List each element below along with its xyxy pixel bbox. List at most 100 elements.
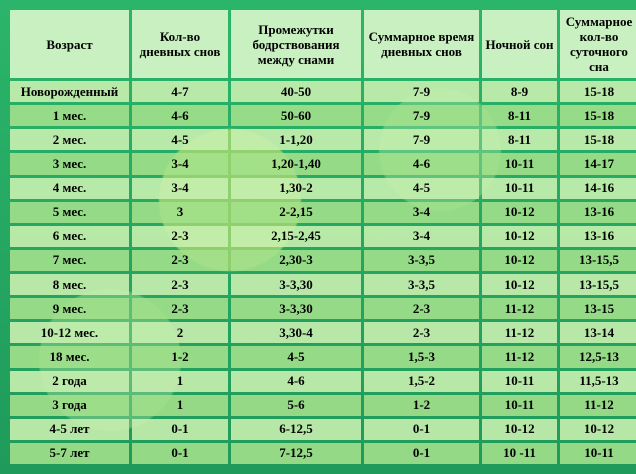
- cell-total-day-sleep: 3-3,5: [364, 249, 479, 271]
- table-row: 1 мес. 4-6 50-60 7-9 8-11 15-18: [10, 105, 636, 127]
- cell-total-daily-sleep: 13-15,5: [560, 274, 636, 296]
- cell-total-day-sleep: 7-9: [364, 105, 479, 127]
- cell-age: 5 мес.: [10, 201, 129, 223]
- cell-total-daily-sleep: 10-11: [560, 442, 636, 464]
- cell-age: 2 мес.: [10, 129, 129, 151]
- cell-wake-windows: 4-5: [231, 346, 361, 368]
- cell-day-naps-count: 0-1: [132, 418, 228, 440]
- table-row: 2 года 1 4-6 1,5-2 10-11 11,5-13: [10, 370, 636, 392]
- cell-night-sleep: 10-12: [482, 201, 557, 223]
- header-wake-windows: Промежутки бодрствования между снами: [231, 10, 361, 78]
- cell-night-sleep: 8-9: [482, 81, 557, 103]
- cell-wake-windows: 2,30-3: [231, 249, 361, 271]
- cell-total-daily-sleep: 13-14: [560, 322, 636, 344]
- cell-total-daily-sleep: 11,5-13: [560, 370, 636, 392]
- cell-day-naps-count: 1-2: [132, 346, 228, 368]
- cell-total-day-sleep: 4-6: [364, 153, 479, 175]
- cell-night-sleep: 10-12: [482, 418, 557, 440]
- cell-day-naps-count: 4-5: [132, 129, 228, 151]
- cell-total-day-sleep: 1,5-3: [364, 346, 479, 368]
- cell-night-sleep: 10 -11: [482, 442, 557, 464]
- cell-day-naps-count: 2-3: [132, 225, 228, 247]
- table-row: 4-5 лет 0-1 6-12,5 0-1 10-12 10-12: [10, 418, 636, 440]
- header-day-naps-count: Кол-во дневных снов: [132, 10, 228, 78]
- cell-wake-windows: 3,30-4: [231, 322, 361, 344]
- cell-wake-windows: 1,30-2: [231, 177, 361, 199]
- cell-age: 6 мес.: [10, 225, 129, 247]
- cell-total-daily-sleep: 13-16: [560, 201, 636, 223]
- cell-wake-windows: 6-12,5: [231, 418, 361, 440]
- cell-wake-windows: 2,15-2,45: [231, 225, 361, 247]
- cell-wake-windows: 3-3,30: [231, 274, 361, 296]
- cell-wake-windows: 3-3,30: [231, 298, 361, 320]
- cell-age: 5-7 лет: [10, 442, 129, 464]
- cell-wake-windows: 4-6: [231, 370, 361, 392]
- cell-total-daily-sleep: 14-16: [560, 177, 636, 199]
- cell-total-daily-sleep: 15-18: [560, 105, 636, 127]
- cell-night-sleep: 10-11: [482, 153, 557, 175]
- cell-age: 10-12 мес.: [10, 322, 129, 344]
- cell-age: 18 мес.: [10, 346, 129, 368]
- cell-wake-windows: 50-60: [231, 105, 361, 127]
- cell-total-day-sleep: 3-4: [364, 225, 479, 247]
- cell-day-naps-count: 4-6: [132, 105, 228, 127]
- cell-total-daily-sleep: 14-17: [560, 153, 636, 175]
- table-body: Новорожденный 4-7 40-50 7-9 8-9 15-18 1 мес. 4-…: [10, 81, 636, 464]
- cell-total-day-sleep: 1,5-2: [364, 370, 479, 392]
- cell-day-naps-count: 3: [132, 201, 228, 223]
- header-night-sleep: Ночной сон: [482, 10, 557, 78]
- cell-night-sleep: 10-12: [482, 249, 557, 271]
- cell-day-naps-count: 1: [132, 370, 228, 392]
- cell-night-sleep: 8-11: [482, 129, 557, 151]
- cell-wake-windows: 7-12,5: [231, 442, 361, 464]
- cell-day-naps-count: 3-4: [132, 153, 228, 175]
- cell-day-naps-count: 3-4: [132, 177, 228, 199]
- cell-total-daily-sleep: 11-12: [560, 394, 636, 416]
- cell-total-day-sleep: 1-2: [364, 394, 479, 416]
- cell-age: Новорожденный: [10, 81, 129, 103]
- cell-day-naps-count: 0-1: [132, 442, 228, 464]
- cell-age: 3 года: [10, 394, 129, 416]
- table-row: 3 мес. 3-4 1,20-1,40 4-6 10-11 14-17: [10, 153, 636, 175]
- header-total-daily-sleep: Суммарное кол-во суточного сна: [560, 10, 636, 78]
- cell-age: 7 мес.: [10, 249, 129, 271]
- cell-total-day-sleep: 0-1: [364, 418, 479, 440]
- table-row: 8 мес. 2-3 3-3,30 3-3,5 10-12 13-15,5: [10, 274, 636, 296]
- cell-age: 8 мес.: [10, 274, 129, 296]
- cell-night-sleep: 11-12: [482, 298, 557, 320]
- cell-day-naps-count: 4-7: [132, 81, 228, 103]
- cell-total-day-sleep: 2-3: [364, 298, 479, 320]
- cell-age: 1 мес.: [10, 105, 129, 127]
- cell-day-naps-count: 2: [132, 322, 228, 344]
- cell-total-day-sleep: 7-9: [364, 81, 479, 103]
- cell-wake-windows: 40-50: [231, 81, 361, 103]
- cell-wake-windows: 2-2,15: [231, 201, 361, 223]
- cell-total-daily-sleep: 10-12: [560, 418, 636, 440]
- table-row: 7 мес. 2-3 2,30-3 3-3,5 10-12 13-15,5: [10, 249, 636, 271]
- cell-age: 3 мес.: [10, 153, 129, 175]
- cell-wake-windows: 1,20-1,40: [231, 153, 361, 175]
- cell-total-day-sleep: 2-3: [364, 322, 479, 344]
- cell-night-sleep: 10-12: [482, 225, 557, 247]
- cell-total-daily-sleep: 13-15,5: [560, 249, 636, 271]
- table-row: 6 мес. 2-3 2,15-2,45 3-4 10-12 13-16: [10, 225, 636, 247]
- cell-total-daily-sleep: 15-18: [560, 81, 636, 103]
- cell-total-daily-sleep: 15-18: [560, 129, 636, 151]
- cell-age: 4 мес.: [10, 177, 129, 199]
- cell-night-sleep: 10-11: [482, 394, 557, 416]
- cell-night-sleep: 11-12: [482, 322, 557, 344]
- table-row: 10-12 мес. 2 3,30-4 2-3 11-12 13-14: [10, 322, 636, 344]
- table-row: 5-7 лет 0-1 7-12,5 0-1 10 -11 10-11: [10, 442, 636, 464]
- cell-total-daily-sleep: 13-16: [560, 225, 636, 247]
- cell-total-day-sleep: 0-1: [364, 442, 479, 464]
- cell-total-daily-sleep: 12,5-13: [560, 346, 636, 368]
- header-age: Возраст: [10, 10, 129, 78]
- cell-night-sleep: 10-11: [482, 370, 557, 392]
- cell-wake-windows: 5-6: [231, 394, 361, 416]
- cell-age: 4-5 лет: [10, 418, 129, 440]
- cell-age: 9 мес.: [10, 298, 129, 320]
- table-row: 3 года 1 5-6 1-2 10-11 11-12: [10, 394, 636, 416]
- cell-total-day-sleep: 7-9: [364, 129, 479, 151]
- table-row: 4 мес. 3-4 1,30-2 4-5 10-11 14-16: [10, 177, 636, 199]
- table-row: 2 мес. 4-5 1-1,20 7-9 8-11 15-18: [10, 129, 636, 151]
